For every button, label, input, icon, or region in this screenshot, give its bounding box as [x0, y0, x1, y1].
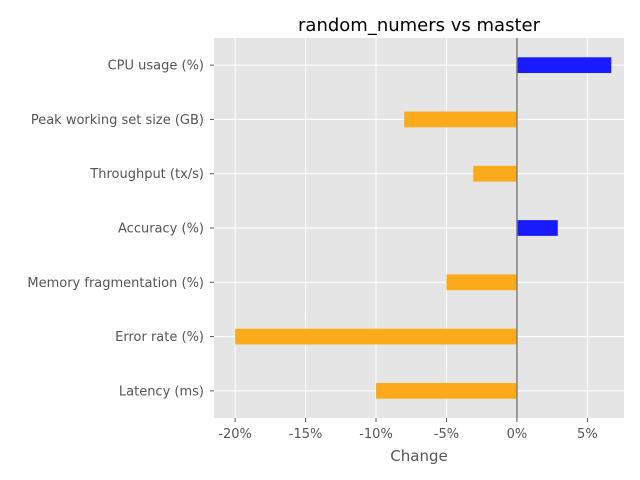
bar — [446, 274, 517, 291]
x-tick-label: -15% — [289, 427, 323, 442]
x-tick-label: 0% — [507, 427, 528, 442]
bar — [516, 220, 558, 236]
bar — [235, 328, 517, 345]
x-axis-ticks: -20% -15% -10% -5% 0% 5% — [218, 418, 598, 442]
bar — [473, 165, 517, 182]
bars — [235, 57, 612, 399]
x-axis-label: Change — [390, 447, 447, 465]
bar — [516, 57, 612, 74]
x-tick-label: -10% — [359, 427, 393, 442]
bar — [404, 111, 517, 128]
x-tick-label: -20% — [218, 427, 252, 442]
y-tick-label: Throughput (tx/s) — [89, 167, 204, 182]
y-tick-label: Accuracy (%) — [118, 222, 204, 237]
chart-title: random_numers vs master — [298, 15, 541, 36]
y-tick-label: Latency (ms) — [119, 384, 204, 399]
x-tick-label: -5% — [434, 427, 459, 442]
y-axis-ticks: CPU usage (%) Peak working set size (GB) T… — [27, 59, 214, 399]
y-tick-label: Peak working set size (GB) — [31, 113, 204, 128]
bar — [376, 382, 517, 399]
x-tick-label: 5% — [577, 427, 598, 442]
y-tick-label: Error rate (%) — [115, 330, 204, 345]
y-tick-label: Memory fragmentation (%) — [27, 276, 204, 291]
y-tick-label: CPU usage (%) — [108, 59, 204, 74]
